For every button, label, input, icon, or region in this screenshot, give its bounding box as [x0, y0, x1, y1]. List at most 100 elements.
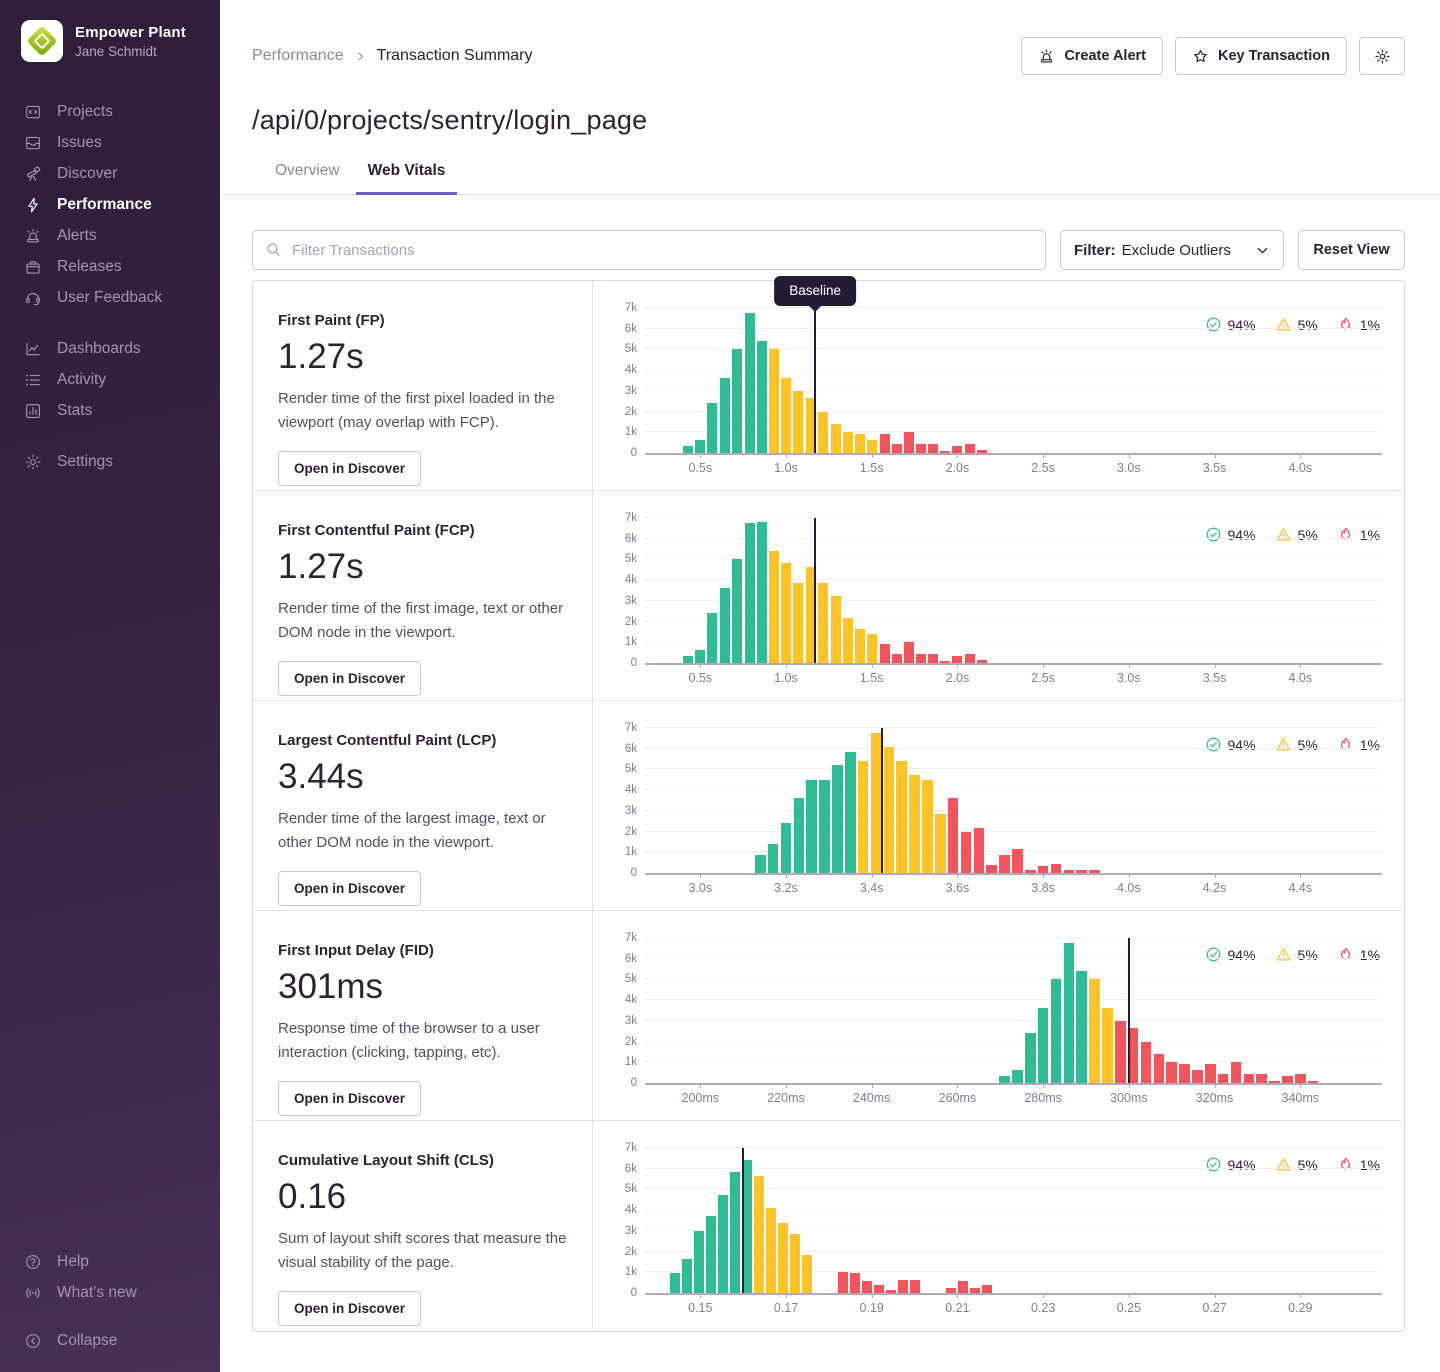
histogram-bar[interactable] — [928, 443, 939, 453]
histogram-bar[interactable] — [765, 1208, 776, 1293]
histogram-bar[interactable] — [717, 1194, 728, 1293]
histogram-bar[interactable] — [960, 831, 972, 873]
histogram-bar[interactable] — [842, 618, 853, 663]
histogram-bar[interactable] — [789, 1233, 800, 1293]
histogram-bar[interactable] — [897, 1280, 908, 1293]
histogram-bar[interactable] — [777, 1222, 788, 1293]
histogram-bar[interactable] — [891, 443, 902, 453]
histogram-bar[interactable] — [866, 634, 877, 663]
histogram-bar[interactable] — [973, 828, 985, 873]
histogram-bar[interactable] — [830, 595, 841, 663]
histogram-bar[interactable] — [1205, 1064, 1216, 1083]
histogram-bar[interactable] — [767, 844, 779, 873]
open-in-discover-button[interactable]: Open in Discover — [278, 1291, 422, 1327]
histogram-bar[interactable] — [695, 649, 706, 663]
histogram-bar[interactable] — [909, 774, 920, 873]
open-in-discover-button[interactable]: Open in Discover — [278, 1081, 422, 1117]
histogram-bar[interactable] — [965, 443, 976, 453]
histogram-bar[interactable] — [793, 390, 803, 453]
histogram-bar[interactable] — [745, 313, 755, 453]
histogram-bar[interactable] — [732, 559, 743, 663]
histogram-bar[interactable] — [705, 1216, 716, 1293]
histogram-bar[interactable] — [729, 1171, 740, 1293]
histogram-bar[interactable] — [780, 823, 792, 873]
histogram-bar[interactable] — [769, 551, 779, 663]
histogram-bar[interactable] — [1050, 863, 1062, 873]
histogram-bar[interactable] — [1076, 869, 1087, 873]
histogram-bar[interactable] — [909, 1280, 920, 1293]
filter-transactions-input[interactable] — [252, 230, 1046, 270]
histogram-bar[interactable] — [1025, 869, 1036, 873]
histogram-bar[interactable] — [819, 779, 830, 873]
histogram-bar[interactable] — [1037, 865, 1049, 873]
sidebar-item-issues[interactable]: Issues — [0, 127, 220, 158]
histogram-bar[interactable] — [817, 411, 828, 453]
histogram-bar[interactable] — [1063, 869, 1075, 873]
key-transaction-button[interactable]: Key Transaction — [1174, 37, 1347, 75]
histogram-bar[interactable] — [1037, 1008, 1049, 1083]
histogram-bar[interactable] — [947, 798, 959, 873]
histogram-bar[interactable] — [707, 403, 718, 453]
histogram-bar[interactable] — [957, 1280, 968, 1293]
histogram-bar[interactable] — [1153, 1054, 1165, 1083]
histogram-bar[interactable] — [720, 588, 731, 663]
histogram-bar[interactable] — [916, 443, 927, 453]
open-in-discover-button[interactable]: Open in Discover — [278, 871, 422, 907]
histogram-bar[interactable] — [1282, 1075, 1293, 1083]
sidebar-item-activity[interactable]: Activity — [0, 364, 220, 395]
histogram-bar[interactable] — [805, 398, 816, 453]
histogram-bar[interactable] — [681, 1258, 692, 1293]
histogram-bar[interactable] — [837, 1272, 848, 1293]
histogram-bar[interactable] — [849, 1273, 860, 1293]
sidebar-item-performance[interactable]: Performance — [0, 189, 220, 220]
histogram-bar[interactable] — [832, 765, 843, 873]
histogram-bar[interactable] — [854, 434, 865, 453]
histogram-bar[interactable] — [757, 341, 767, 453]
histogram-bar[interactable] — [1269, 1080, 1280, 1083]
histogram-bar[interactable] — [977, 449, 988, 453]
histogram-bar[interactable] — [745, 523, 755, 663]
histogram-bar[interactable] — [1217, 1073, 1229, 1083]
histogram-bar[interactable] — [879, 644, 890, 663]
outliers-filter-dropdown[interactable]: Filter: Exclude Outliers — [1060, 230, 1284, 270]
histogram-bar[interactable] — [781, 562, 791, 663]
sidebar-item-projects[interactable]: Projects — [0, 96, 220, 127]
histogram-bar[interactable] — [986, 864, 997, 873]
histogram-bar[interactable] — [793, 798, 805, 873]
histogram-bar[interactable] — [952, 445, 963, 453]
histogram-bar[interactable] — [1089, 979, 1100, 1083]
histogram-bar[interactable] — [720, 378, 731, 453]
histogram-bar[interactable] — [707, 613, 718, 663]
histogram-bar[interactable] — [781, 378, 791, 453]
histogram-bar[interactable] — [801, 1254, 812, 1293]
sidebar-item-dashboards[interactable]: Dashboards — [0, 333, 220, 364]
histogram-bar[interactable] — [732, 349, 743, 453]
histogram-bar[interactable] — [1076, 971, 1087, 1083]
open-in-discover-button[interactable]: Open in Discover — [278, 661, 422, 697]
histogram-bar[interactable] — [753, 1175, 764, 1293]
histogram-bar[interactable] — [1127, 1028, 1139, 1083]
org-switcher[interactable]: Empower Plant Jane Schmidt — [0, 0, 220, 62]
histogram-bar[interactable] — [904, 432, 915, 453]
histogram-bar[interactable] — [891, 653, 902, 663]
histogram-bar[interactable] — [904, 642, 915, 663]
histogram-bar[interactable] — [870, 733, 882, 873]
histogram-bar[interactable] — [1256, 1073, 1267, 1083]
histogram-bar[interactable] — [755, 855, 766, 873]
histogram-bar[interactable] — [873, 1284, 884, 1293]
histogram-bar[interactable] — [861, 1280, 872, 1293]
sidebar-item-help[interactable]: Help — [0, 1246, 220, 1277]
histogram-bar[interactable] — [935, 813, 946, 873]
reset-view-button[interactable]: Reset View — [1298, 230, 1405, 270]
sidebar-item-discover[interactable]: Discover — [0, 158, 220, 189]
histogram-bar[interactable] — [885, 1289, 896, 1293]
histogram-bar[interactable] — [922, 779, 933, 873]
histogram-bar[interactable] — [1012, 849, 1023, 873]
histogram-bar[interactable] — [999, 855, 1010, 873]
histogram-bar[interactable] — [945, 1287, 956, 1293]
histogram-bar[interactable] — [999, 1075, 1010, 1083]
sidebar-item-alerts[interactable]: Alerts — [0, 220, 220, 251]
histogram-bar[interactable] — [854, 628, 865, 663]
histogram-bar[interactable] — [1012, 1069, 1023, 1083]
tab-overview[interactable]: Overview — [275, 162, 340, 179]
